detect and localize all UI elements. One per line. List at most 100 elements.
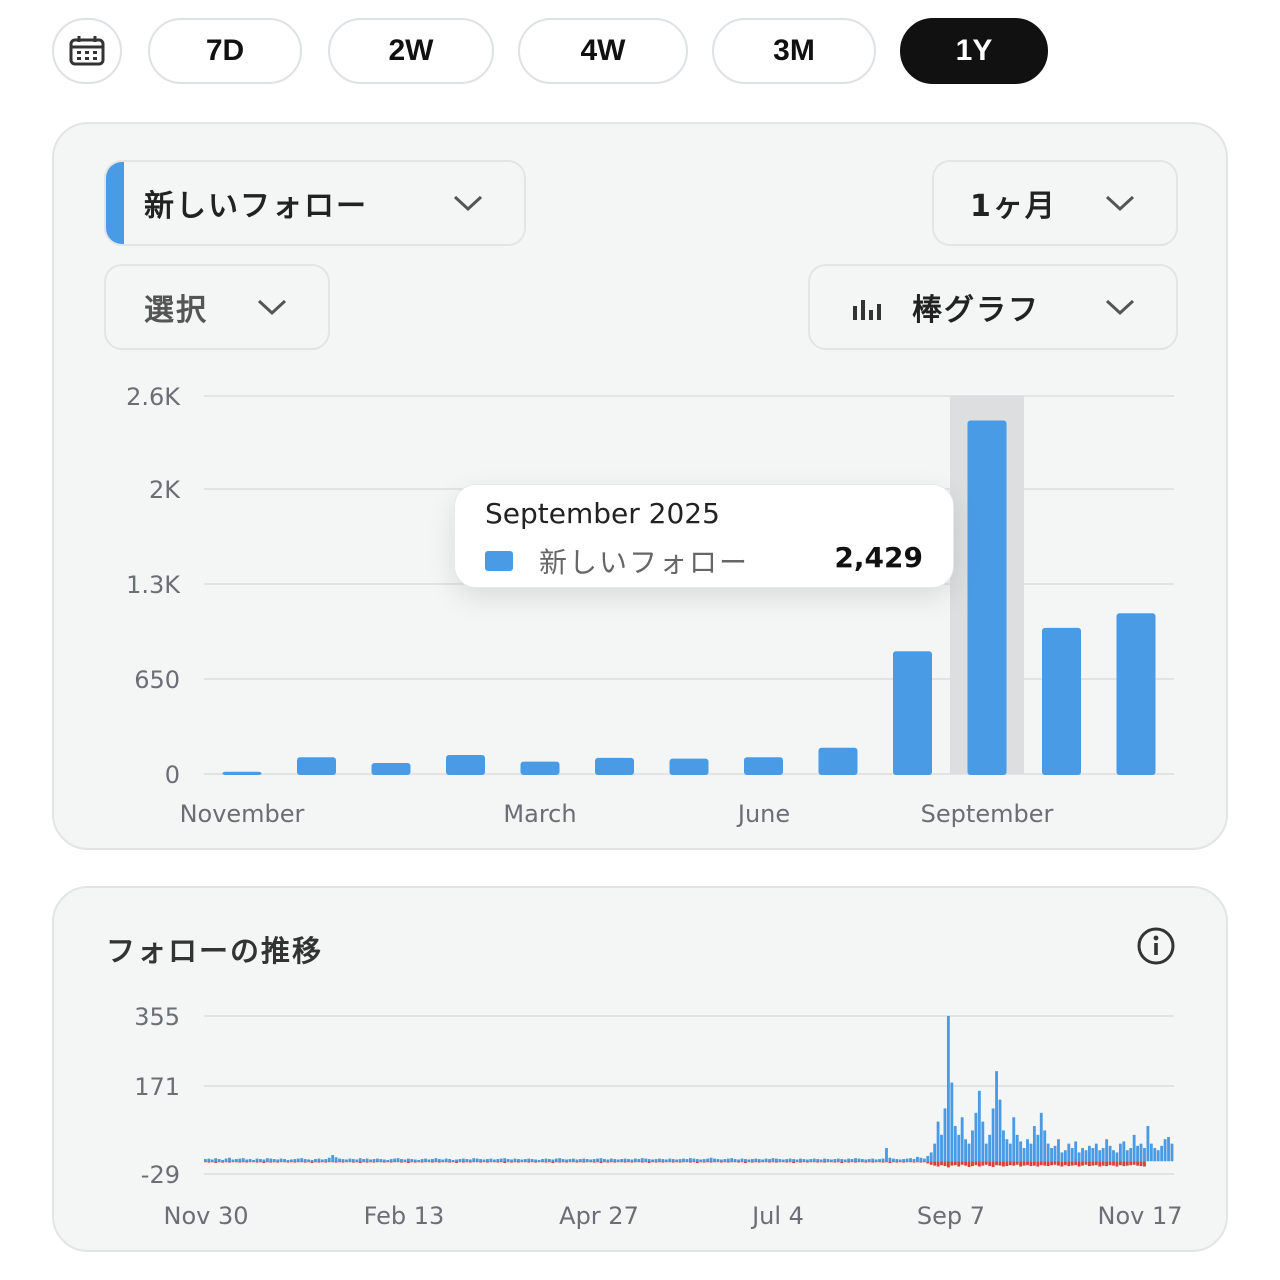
loss-bar: [830, 1161, 833, 1163]
metric-select[interactable]: 新しいフォロー: [104, 160, 526, 246]
gain-bar: [314, 1159, 317, 1162]
gain-bar: [661, 1159, 665, 1162]
loss-bar: [620, 1161, 624, 1163]
loss-bar: [585, 1161, 589, 1163]
loss-bar: [695, 1161, 699, 1163]
gain-bar: [616, 1159, 620, 1162]
gain-bar: [375, 1158, 379, 1162]
tooltip-series-swatch: [485, 551, 513, 571]
gain-bar: [272, 1159, 276, 1162]
loss-bar: [850, 1161, 854, 1163]
loss-bar: [675, 1161, 679, 1163]
follow-trend-card: フォローの推移 355 171 -29 Nov 30 Feb 13 Apr 27 Jul 4…: [52, 886, 1228, 1252]
loss-bar: [437, 1161, 441, 1163]
loss-bar: [668, 1161, 672, 1163]
loss-bar: [761, 1161, 765, 1163]
calendar-button[interactable]: [52, 18, 122, 84]
loss-bar: [981, 1161, 985, 1166]
gain-bar: [1063, 1150, 1067, 1162]
range-2w-button[interactable]: 2W: [328, 18, 494, 84]
gain-bar: [351, 1159, 355, 1162]
loss-bar: [224, 1161, 228, 1163]
gain-bar: [606, 1159, 610, 1162]
loss-bar: [372, 1161, 376, 1163]
gain-bar: [685, 1159, 689, 1162]
gain-bar: [238, 1158, 242, 1162]
range-1y-button[interactable]: 1Y: [900, 18, 1048, 84]
loss-bar: [389, 1161, 393, 1163]
gain-bar: [255, 1158, 259, 1162]
loss-bar: [819, 1161, 823, 1163]
loss-bar: [754, 1161, 758, 1163]
gain-bar: [637, 1159, 641, 1162]
gain-bar: [864, 1159, 868, 1162]
loss-bar: [1070, 1161, 1074, 1166]
loss-bar: [702, 1161, 706, 1163]
loss-bar: [826, 1161, 830, 1163]
gain-bar: [492, 1159, 496, 1162]
gain-bar: [809, 1159, 813, 1162]
chart-type-select[interactable]: 棒グラフ: [808, 264, 1178, 350]
loss-bar: [613, 1161, 617, 1163]
gain-bar: [1060, 1152, 1064, 1162]
gain-bar: [413, 1159, 417, 1162]
loss-bar: [995, 1161, 998, 1166]
gain-bar: [916, 1156, 919, 1162]
gain-bar: [950, 1082, 954, 1162]
period-select[interactable]: 1ヶ月: [932, 160, 1178, 246]
gain-bar: [427, 1159, 431, 1162]
range-7d-button[interactable]: 7D: [148, 18, 302, 84]
gain-bar: [768, 1159, 771, 1162]
gain-bar: [1015, 1134, 1019, 1162]
gain-bar: [630, 1159, 634, 1162]
gain-bar: [960, 1117, 964, 1162]
chevron-down-icon: [1105, 299, 1135, 316]
loss-bar: [1125, 1161, 1129, 1166]
gain-bar: [995, 1071, 998, 1162]
gain-bar: [1156, 1150, 1160, 1162]
loss-bar: [451, 1161, 455, 1163]
gain-bar: [953, 1126, 957, 1162]
gain-bar: [1170, 1143, 1174, 1162]
gain-bar: [434, 1158, 438, 1162]
gain-bar: [974, 1112, 978, 1162]
gain-bar: [379, 1159, 383, 1162]
loss-bar: [1084, 1161, 1088, 1165]
loss-bar: [269, 1161, 273, 1163]
loss-bar: [534, 1161, 538, 1163]
gain-bar: [898, 1159, 902, 1162]
loss-bar: [214, 1161, 218, 1163]
gain-bar: [596, 1158, 599, 1162]
gain-bar: [327, 1157, 331, 1162]
gain-bar: [389, 1159, 393, 1162]
range-4w-button[interactable]: 4W: [518, 18, 688, 84]
gain-bar: [847, 1158, 851, 1162]
loss-bar: [692, 1161, 696, 1163]
gain-bar: [692, 1158, 696, 1162]
gain-bar: [259, 1159, 262, 1162]
loss-bar: [420, 1161, 424, 1163]
range-3m-button[interactable]: 3M: [712, 18, 876, 84]
gain-bar: [613, 1159, 617, 1162]
loss-bar: [964, 1161, 968, 1166]
loss-bar: [465, 1161, 469, 1163]
filter-select[interactable]: 選択: [104, 264, 330, 350]
loss-bar: [578, 1161, 582, 1163]
gain-bar: [320, 1159, 324, 1162]
gain-bar: [286, 1159, 290, 1162]
info-icon[interactable]: [1136, 926, 1176, 966]
loss-bar: [413, 1161, 417, 1163]
loss-bar: [902, 1161, 906, 1163]
gain-bar: [867, 1159, 871, 1162]
gain-bar: [695, 1159, 699, 1162]
loss-bar: [709, 1161, 713, 1163]
gain-bar: [1026, 1139, 1029, 1162]
gain-bar: [289, 1159, 293, 1162]
gain-bar: [234, 1159, 238, 1162]
gain-bar: [689, 1158, 692, 1162]
loss-bar: [603, 1161, 606, 1163]
loss-bar: [843, 1161, 847, 1163]
loss-bar: [658, 1161, 661, 1163]
loss-bar: [706, 1161, 710, 1163]
gain-bar: [946, 1016, 950, 1162]
